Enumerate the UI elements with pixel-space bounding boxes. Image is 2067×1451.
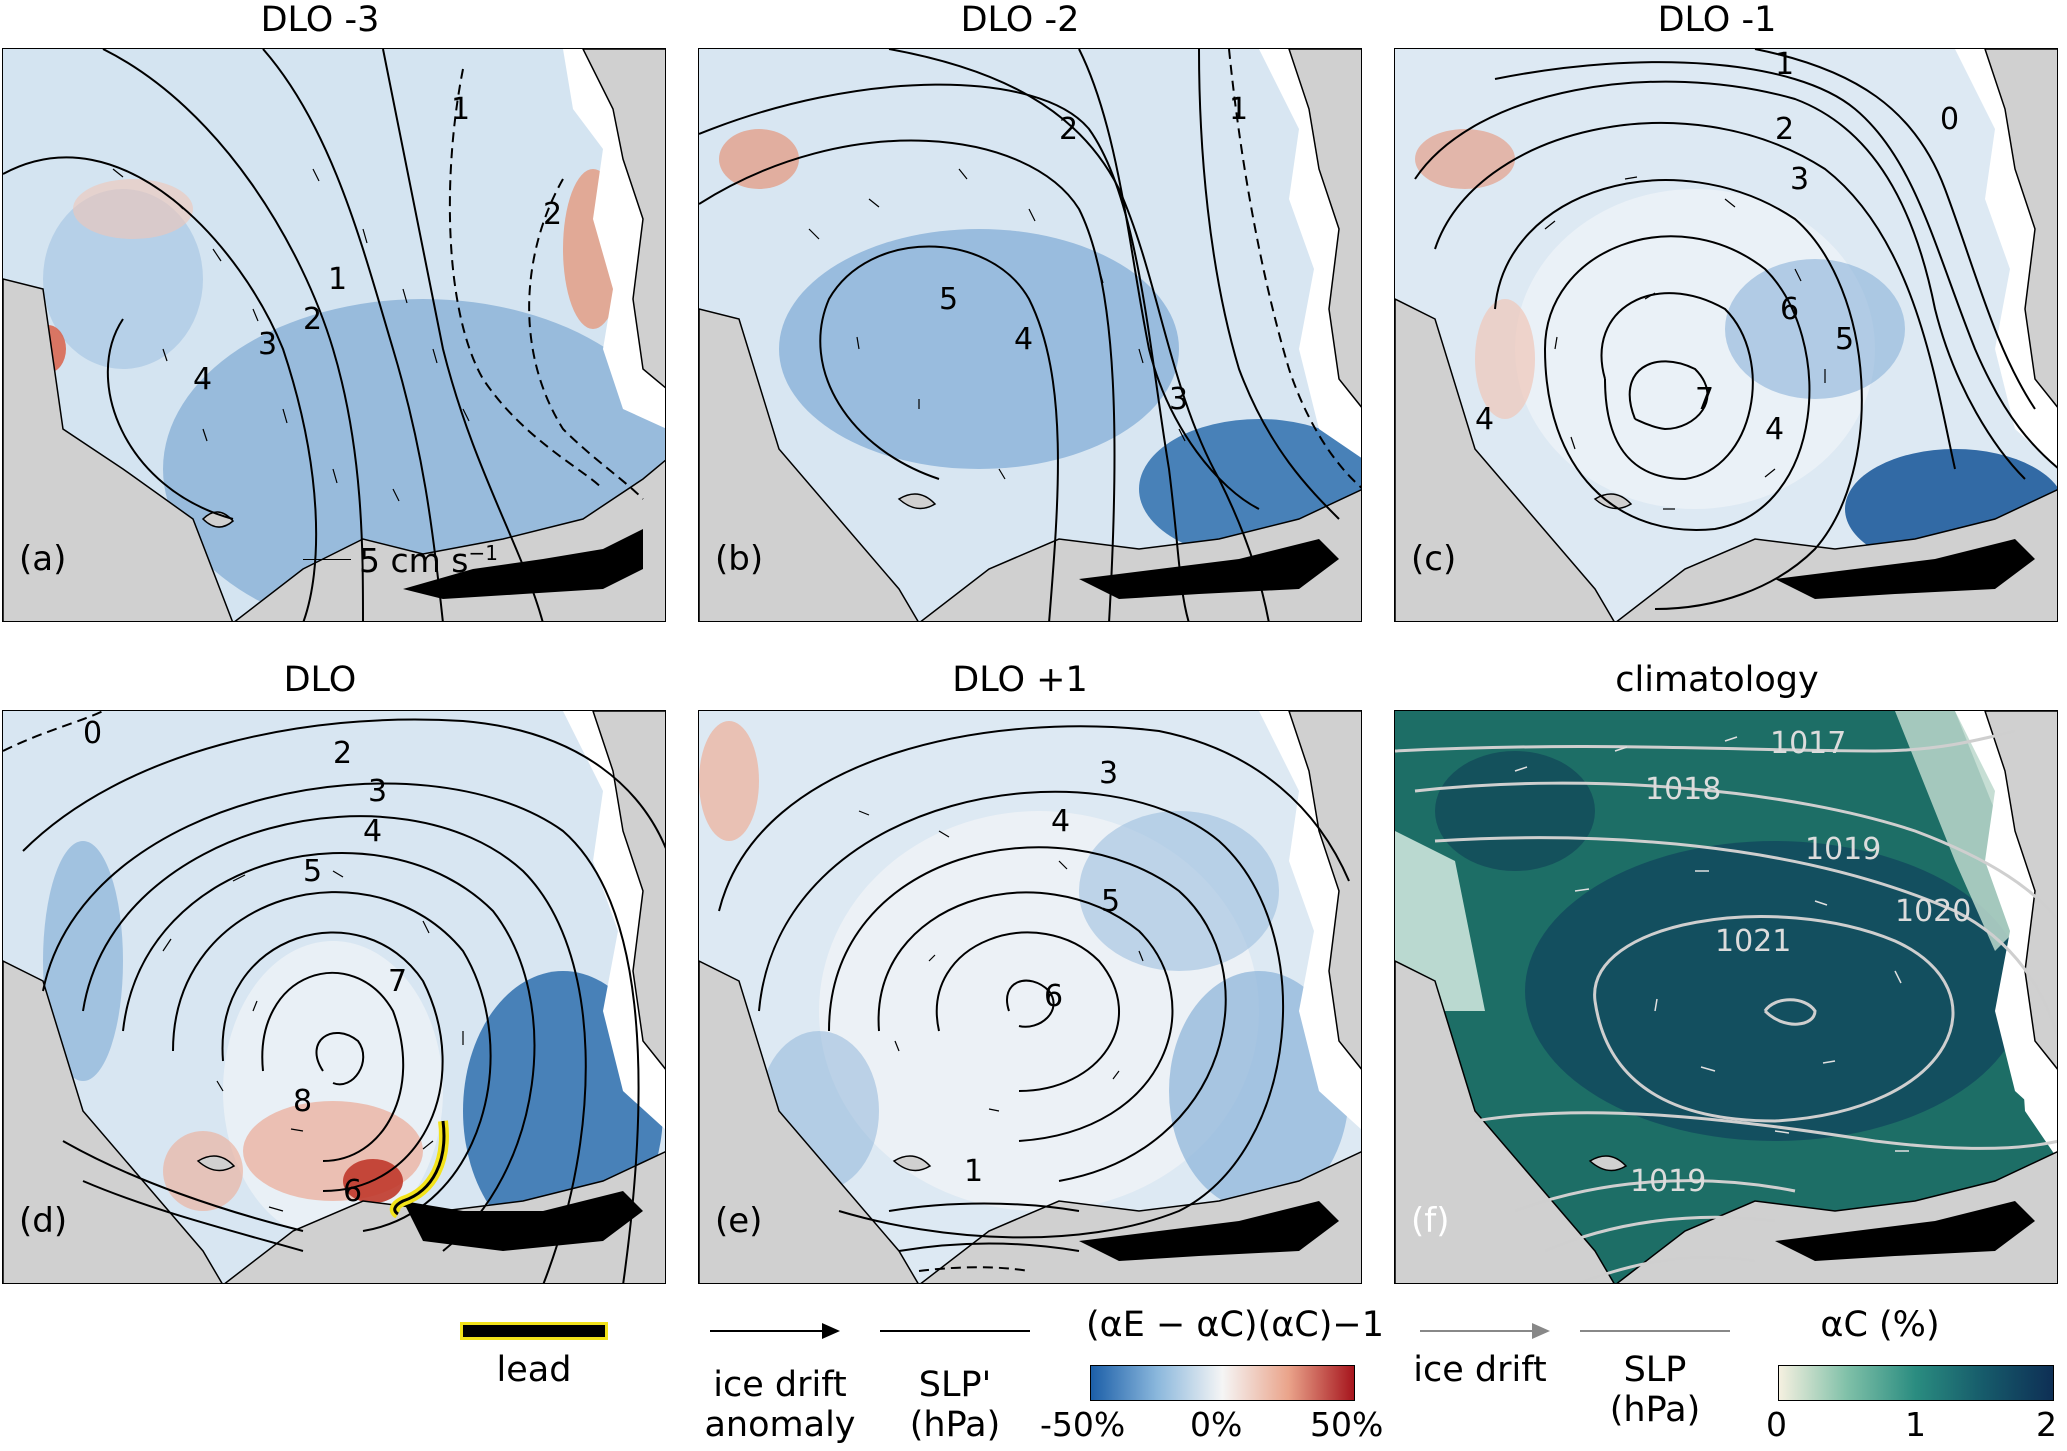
svg-text:5: 5 — [1101, 884, 1120, 919]
map-panel-c: 1 2 3 4 5 6 7 0 4 (c) — [1394, 48, 2058, 622]
map-panel-a: 1 1 2 3 4 2 (a) 5 cm s−1 — [2, 48, 666, 622]
panel-label-e: (e) — [715, 1201, 763, 1241]
map-panel-e: 1 3 4 5 6 (e) — [698, 710, 1362, 1284]
svg-text:3: 3 — [258, 327, 277, 362]
svg-text:4: 4 — [1475, 402, 1494, 437]
panel-f-title: climatology — [1615, 660, 1819, 700]
svg-text:1: 1 — [964, 1154, 983, 1189]
map-panel-f: 1017 1018 1019 1020 1021 1019 (f) — [1394, 710, 2058, 1284]
svg-text:1017: 1017 — [1770, 726, 1846, 761]
scale-label: 5 cm s−1 — [359, 541, 498, 580]
anom-formula-label: (αE − αC)(αC)−1 — [1086, 1305, 1384, 1345]
panel-label-b: (b) — [715, 539, 764, 579]
panel-label-d: (d) — [19, 1201, 68, 1241]
ice-drift-anomaly-label-2: anomaly — [704, 1405, 856, 1445]
svg-text:2: 2 — [303, 302, 322, 337]
alpha-tick-1: 1 — [1905, 1405, 1926, 1444]
svg-text:1021: 1021 — [1715, 924, 1791, 959]
svg-text:3: 3 — [1790, 162, 1809, 197]
svg-text:6: 6 — [1780, 292, 1799, 327]
svg-text:0: 0 — [1940, 102, 1959, 137]
alpha-colorbar — [1778, 1365, 2054, 1401]
slp-anom-line-swatch — [880, 1330, 1030, 1332]
svg-text:0: 0 — [83, 716, 102, 751]
svg-text:2: 2 — [543, 197, 562, 232]
scale-label-value: 5 cm s — [359, 541, 469, 580]
alpha-tick-2: 2 — [2036, 1405, 2057, 1444]
svg-text:5: 5 — [303, 854, 322, 889]
svg-text:4: 4 — [1014, 322, 1033, 357]
svg-text:4: 4 — [1051, 804, 1070, 839]
anom-colorbar — [1090, 1365, 1355, 1401]
scale-arrow-icon — [303, 559, 351, 560]
slp-anom-label-2: (hPa) — [909, 1405, 1001, 1445]
svg-text:1020: 1020 — [1895, 894, 1971, 929]
svg-text:3: 3 — [1169, 382, 1188, 417]
svg-text:2: 2 — [1059, 112, 1078, 147]
svg-text:8: 8 — [293, 1084, 312, 1119]
panel-label-c: (c) — [1411, 539, 1457, 579]
svg-text:1019: 1019 — [1630, 1164, 1706, 1199]
slp-label-2: (hPa) — [1609, 1390, 1701, 1430]
scale-label-sup: −1 — [468, 541, 498, 565]
ice-drift-anomaly-arrow-icon — [710, 1330, 830, 1332]
svg-text:7: 7 — [1695, 382, 1714, 417]
svg-text:4: 4 — [363, 814, 382, 849]
anom-tick-mid: 0% — [1190, 1405, 1243, 1444]
svg-text:4: 4 — [1765, 412, 1784, 447]
svg-text:3: 3 — [368, 774, 387, 809]
svg-text:1: 1 — [1229, 92, 1248, 127]
ice-drift-arrowhead-icon — [1532, 1323, 1550, 1339]
svg-text:5: 5 — [939, 282, 958, 317]
ice-drift-arrow-icon — [1420, 1330, 1540, 1332]
map-panel-b: 2 3 5 4 1 (b) — [698, 48, 1362, 622]
panel-label-f: (f) — [1411, 1201, 1450, 1241]
panel-label-a: (a) — [19, 539, 67, 579]
svg-text:1: 1 — [1775, 49, 1794, 82]
svg-text:2: 2 — [1775, 112, 1794, 147]
panel-b-title: DLO -2 — [960, 0, 1080, 40]
panel-d-title: DLO — [283, 660, 357, 700]
panel-c-title: DLO -1 — [1657, 0, 1777, 40]
lead-legend-swatch — [460, 1322, 608, 1340]
ice-drift-anomaly-label-1: ice drift — [713, 1365, 847, 1405]
svg-text:3: 3 — [1099, 756, 1118, 791]
svg-text:1: 1 — [328, 262, 347, 297]
map-panel-d: 0 2 3 4 5 6 7 8 (d) — [2, 710, 666, 1284]
anom-tick-max: 50% — [1310, 1405, 1384, 1444]
svg-text:1: 1 — [451, 92, 470, 127]
panel-e-title: DLO +1 — [952, 660, 1088, 700]
svg-text:7: 7 — [388, 964, 407, 999]
panel-a-title: DLO -3 — [260, 0, 380, 40]
svg-text:1019: 1019 — [1805, 832, 1881, 867]
alpha-title: αC (%) — [1820, 1305, 1940, 1345]
svg-text:6: 6 — [1044, 979, 1063, 1014]
svg-text:2: 2 — [333, 736, 352, 771]
anom-tick-min: -50% — [1040, 1405, 1126, 1444]
lead-legend-label: lead — [496, 1350, 572, 1390]
ice-drift-anomaly-arrowhead-icon — [822, 1323, 840, 1339]
ice-drift-label: ice drift — [1413, 1350, 1547, 1390]
svg-text:5: 5 — [1835, 322, 1854, 357]
slp-anom-label-1: SLP' — [918, 1365, 992, 1405]
slp-label-1: SLP — [1623, 1350, 1687, 1390]
alpha-tick-0: 0 — [1766, 1405, 1787, 1444]
slp-line-swatch — [1580, 1330, 1730, 1332]
svg-text:6: 6 — [343, 1174, 362, 1209]
svg-text:4: 4 — [193, 362, 212, 397]
svg-text:1018: 1018 — [1645, 772, 1721, 807]
